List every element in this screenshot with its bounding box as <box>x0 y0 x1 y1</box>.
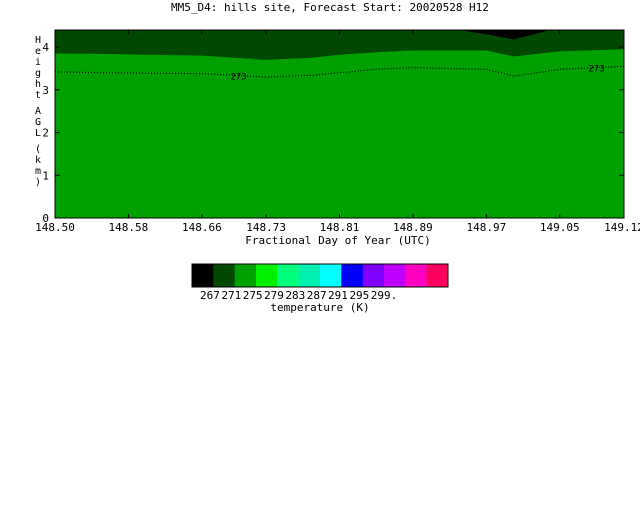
colorbar-tick-label: 275. <box>243 289 270 302</box>
colorbar-tick-label: 283. <box>285 289 312 302</box>
contour-label: 273 <box>230 73 246 83</box>
y-label-char: m <box>35 166 41 177</box>
y-label-char: g <box>35 68 41 79</box>
cold-cap <box>458 30 551 40</box>
y-label-char: ( <box>35 144 41 155</box>
contour-label: 273 <box>588 65 604 75</box>
colorbar-frame <box>191 263 449 288</box>
x-tick-label: 148.50 <box>35 221 75 234</box>
y-label-char: L <box>35 128 41 139</box>
colorbar-swatch <box>192 264 214 287</box>
x-tick-label: 148.97 <box>466 221 506 234</box>
y-tick-label: 4 <box>42 41 49 54</box>
y-label-char: e <box>35 46 41 57</box>
x-tick-label: 148.81 <box>320 221 360 234</box>
y-tick-label: 2 <box>42 127 49 140</box>
colorbar-tick-label: 295. <box>349 289 376 302</box>
colorbar-swatch <box>234 264 257 287</box>
heatmap-fill <box>55 30 624 219</box>
y-label-char: A <box>35 106 41 117</box>
chart-title: MM5_D4: hills site, Forecast Start: 2002… <box>171 1 489 14</box>
colorbar: 267.271.275.279.283.287.291.295.299. <box>191 263 449 302</box>
colorbar-tick-label: 299. <box>371 289 398 302</box>
x-tick-label: 149.12 <box>604 221 640 234</box>
colorbar-swatch <box>405 264 428 287</box>
y-label-char: H <box>35 35 41 46</box>
colorbar-swatch <box>341 264 364 287</box>
y-tick-label: 3 <box>42 84 49 97</box>
colorbar-swatch <box>298 264 321 287</box>
y-label-char: h <box>35 79 41 90</box>
x-tick-label: 148.89 <box>393 221 433 234</box>
colorbar-swatch <box>320 264 342 287</box>
colorbar-label: temperature (K) <box>270 301 369 314</box>
y-label-char: i <box>35 57 41 68</box>
colorbar-swatch <box>362 264 385 287</box>
colorbar-swatch <box>256 264 278 287</box>
y-label-char: t <box>35 90 41 101</box>
y-label-char: G <box>35 117 41 128</box>
colorbar-swatch <box>277 264 300 287</box>
x-tick-label: 149.05 <box>540 221 580 234</box>
y-axis: 0 1 2 3 4 <box>42 41 624 225</box>
x-tick-label: 148.73 <box>246 221 286 234</box>
colorbar-tick-label: 267. <box>200 289 227 302</box>
colorbar-tick-label: 291. <box>328 289 355 302</box>
x-tick-label: 148.58 <box>109 221 149 234</box>
contour-273: 273 273 <box>54 65 625 83</box>
colorbar-tick-label: 271. <box>221 289 248 302</box>
band-271 <box>55 49 624 219</box>
x-axis: 148.50 148.58 148.66 148.73 148.81 148.89 148.… <box>35 30 640 234</box>
y-tick-label: 1 <box>42 169 49 182</box>
contour-line <box>54 65 625 78</box>
colorbar-swatch <box>426 264 449 287</box>
x-axis-label: Fractional Day of Year (UTC) <box>245 234 430 247</box>
y-label-char: ) <box>35 177 41 188</box>
y-tick-label: 0 <box>42 212 49 225</box>
colorbar-tick-label: 279. <box>264 289 291 302</box>
colorbar-swatch <box>213 264 236 287</box>
y-label-char: k <box>35 155 41 166</box>
colorbar-swatch <box>384 264 406 287</box>
colorbar-tick-label: 287. <box>307 289 334 302</box>
x-tick-label: 148.66 <box>182 221 222 234</box>
